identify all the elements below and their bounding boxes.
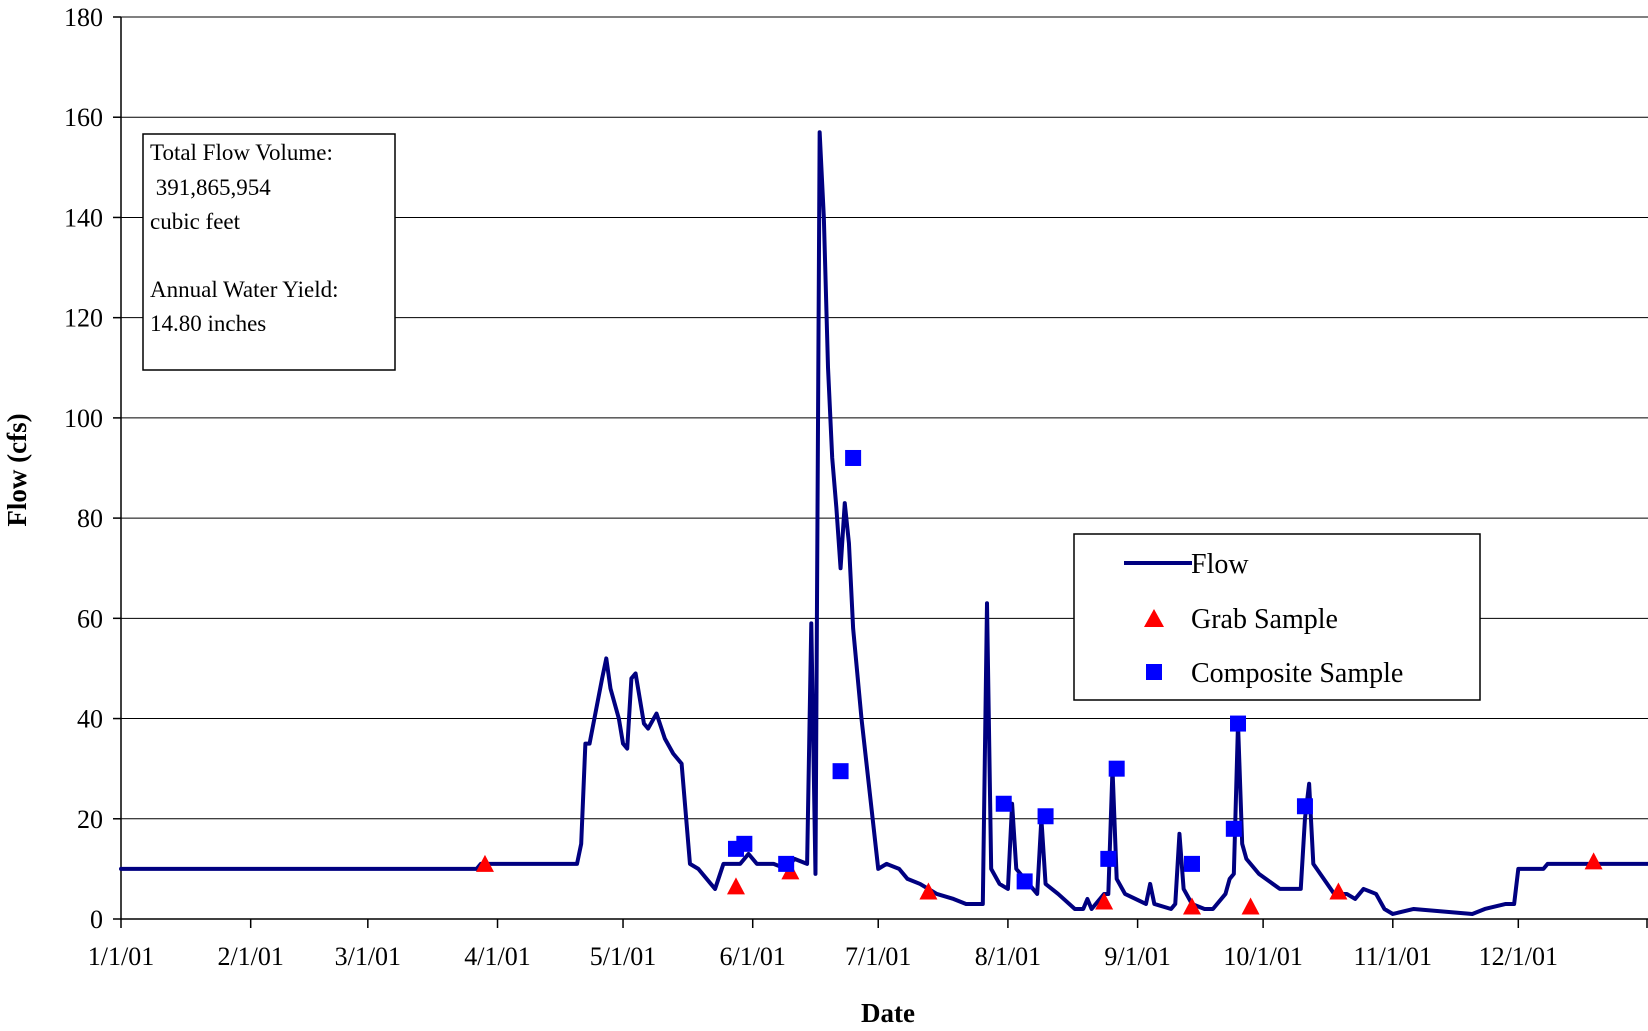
- x-tick-label: 10/1/01: [1223, 942, 1302, 971]
- x-tick-label: 6/1/01: [719, 942, 785, 971]
- annotation-box: Total Flow Volume: 391,865,954 cubic fee…: [142, 133, 396, 371]
- grab-sample-point: [1241, 897, 1260, 915]
- grab-sample-point: [726, 877, 745, 895]
- y-tick-label: 60: [77, 604, 103, 633]
- y-tick-label: 20: [77, 805, 103, 834]
- grab-sample-point: [1329, 882, 1348, 900]
- composite-sample-point: [845, 449, 862, 466]
- plot-area: [119, 130, 1648, 916]
- y-tick-label: 100: [64, 404, 103, 433]
- composite-sample-point: [1296, 798, 1313, 815]
- composite-sample-point: [1100, 850, 1117, 867]
- composite-sample-point: [1037, 808, 1054, 825]
- legend-composite-marker: [1146, 664, 1162, 680]
- annotation-line-2: 391,865,954: [150, 175, 271, 200]
- grab-sample-point: [1095, 892, 1114, 910]
- y-tick-label: 80: [77, 504, 103, 533]
- x-tick-label: 7/1/01: [845, 942, 911, 971]
- y-axis-title: Flow (cfs): [2, 413, 32, 526]
- composite-sample-point: [1108, 760, 1125, 777]
- legend-grab-label: Grab Sample: [1191, 604, 1338, 635]
- x-tick-label: 5/1/01: [590, 942, 656, 971]
- grab-sample-point: [475, 854, 494, 872]
- legend-composite-label: Composite Sample: [1191, 658, 1403, 689]
- y-tick-label: 160: [64, 103, 103, 132]
- x-tick-label: 9/1/01: [1104, 942, 1170, 971]
- x-axis-title: Date: [861, 998, 915, 1026]
- x-tick-labels: 1/1/01 2/1/01 3/1/01 4/1/01 5/1/01 6/1/01 7/1/…: [88, 942, 1558, 971]
- y-tick-label: 180: [64, 3, 103, 32]
- annotation-line-5: 14.80 inches: [150, 311, 266, 336]
- x-tick-label: 8/1/01: [975, 942, 1041, 971]
- composite-sample-point: [832, 763, 849, 780]
- x-tick-label: 12/1/01: [1479, 942, 1558, 971]
- x-tick-label: 3/1/01: [335, 942, 401, 971]
- legend-flow-label: Flow: [1191, 549, 1249, 580]
- annotation-line-4: Annual Water Yield:: [150, 277, 339, 302]
- composite-sample-point: [736, 835, 753, 852]
- composite-sample-point: [1230, 715, 1247, 732]
- composite-sample-point: [1225, 820, 1242, 837]
- legend-grab-marker: [1144, 609, 1164, 627]
- y-tick-label: 0: [90, 905, 103, 934]
- annotation-border: [142, 133, 396, 371]
- y-tick-label: 40: [77, 705, 103, 734]
- x-tick-label: 11/1/01: [1354, 942, 1432, 971]
- x-tick-label: 1/1/01: [88, 942, 154, 971]
- composite-sample-point: [995, 795, 1012, 812]
- y-tick-label: 120: [64, 304, 103, 333]
- composite-sample-point: [1016, 873, 1033, 890]
- composite-sample-point: [778, 855, 795, 872]
- legend: Flow Grab Sample Composite Sample: [1073, 533, 1481, 701]
- x-tick-label: 2/1/01: [217, 942, 283, 971]
- x-tick-label: 4/1/01: [464, 942, 530, 971]
- y-tick-labels: 0 20 40 60 80 100 120 140 160 180: [64, 3, 103, 934]
- flow-series-line: [119, 130, 1648, 916]
- axes: [113, 16, 1648, 928]
- grab-sample-point: [919, 882, 938, 900]
- y-tick-label: 140: [64, 203, 103, 232]
- grab-sample-point: [1584, 852, 1603, 870]
- annotation-line-3: cubic feet: [150, 209, 241, 234]
- grab-sample-point: [1182, 897, 1201, 915]
- composite-sample-point: [1183, 855, 1200, 872]
- annotation-line-1: Total Flow Volume:: [150, 140, 333, 165]
